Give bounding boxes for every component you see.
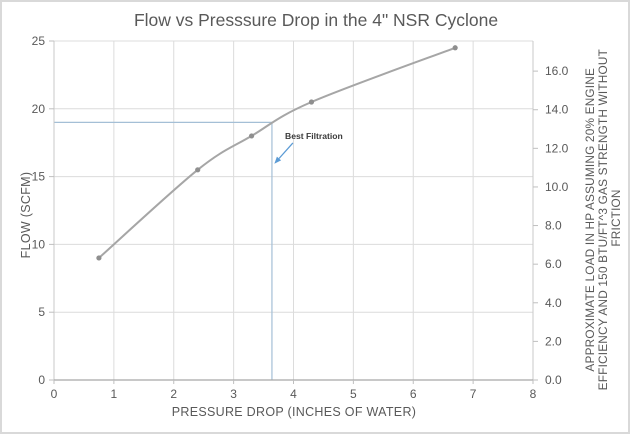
annotation-arrow-layer [274, 142, 294, 164]
annotation-label: Best Filtration [285, 131, 343, 141]
x-tick-label: 7 [470, 387, 477, 401]
y-axis-label-left: FLOW (SCFM) [19, 172, 33, 259]
y-right-tick-label: 6.0 [545, 257, 562, 271]
x-tick-label: 0 [51, 387, 58, 401]
x-tick-label: 2 [170, 387, 177, 401]
annotation-arrow-head [274, 156, 282, 164]
y-right-tick-label: 0.0 [545, 373, 562, 387]
y-left-tick-label: 5 [38, 305, 45, 319]
y-axis-label-right: APPROXIMATE LOAD IN HP ASSUMING 20% ENGI… [583, 46, 623, 391]
data-point-marker [195, 167, 201, 173]
data-point-marker [248, 133, 255, 139]
y-axis-label-right-line1: APPROXIMATE LOAD IN HP ASSUMING 20% ENGI… [583, 68, 597, 372]
x-tick-label: 3 [230, 387, 237, 401]
y-right-tick-label: 12.0 [545, 141, 569, 155]
x-tick-label: 1 [111, 387, 118, 401]
y-right-tick-label: 16.0 [545, 64, 569, 78]
chart-title: Flow vs Presssure Drop in the 4" NSR Cyc… [134, 10, 498, 30]
data-point-marker [452, 45, 458, 51]
data-point-marker [308, 99, 315, 105]
x-axis-label: PRESSURE DROP (INCHES OF WATER) [172, 405, 417, 419]
x-tick-label: 5 [350, 387, 357, 401]
annotation-arrow-shaft [278, 142, 294, 159]
y-left-tick-label: 10 [32, 237, 46, 251]
crosshair [54, 121, 273, 380]
data-series-line [97, 46, 457, 259]
data-point-marker [96, 255, 102, 261]
y-left-tick-label: 0 [38, 373, 45, 387]
y-right-tick-label: 14.0 [545, 103, 569, 117]
y-right-tick-label: 8.0 [545, 219, 562, 233]
x-tick-label: 4 [290, 387, 297, 401]
y-right-tick-label: 10.0 [545, 180, 569, 194]
crosshair-lines [54, 121, 273, 380]
x-tick-label: 8 [530, 387, 537, 401]
y-left-tick-label: 25 [32, 34, 46, 48]
y-axis-label-right-line2: EFFICIENCY AND 150 BTU/FT^3 GAS STRENGTH… [596, 49, 610, 390]
gridlines [54, 40, 534, 380]
y-right-tick-label: 2.0 [545, 334, 562, 348]
y-left-tick-label: 15 [32, 170, 46, 184]
axes: 0 1 2 3 4 5 6 7 8 0 5 10 15 20 25 0.0 2.0 4.0 6.0 8.0 10.0 12… [32, 34, 569, 401]
data-series [96, 45, 458, 261]
y-left-tick-label: 20 [32, 102, 46, 116]
y-axis-label-right-line3: FRICTION [609, 189, 623, 246]
y-right-tick-label: 4.0 [545, 296, 562, 310]
x-tick-label: 6 [410, 387, 417, 401]
